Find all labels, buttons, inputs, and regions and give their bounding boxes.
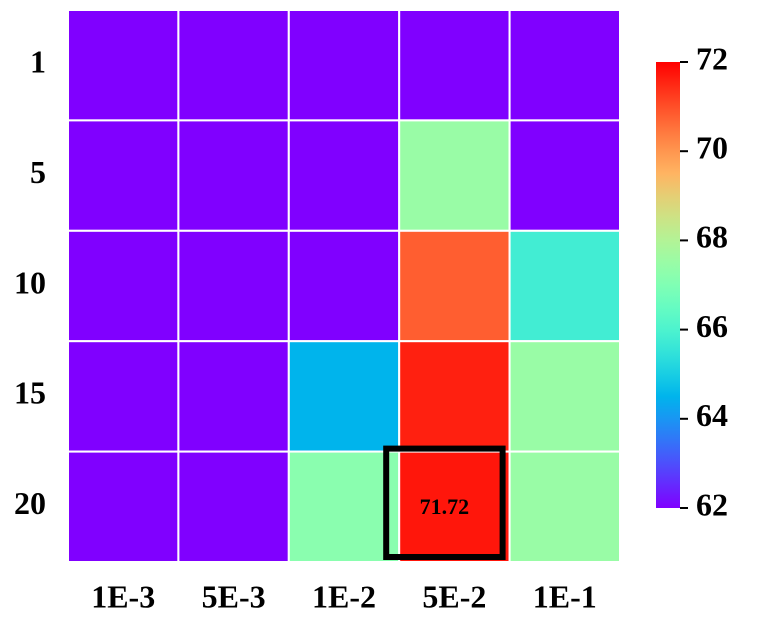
y-tick-label: 1 — [30, 44, 46, 80]
colorbar-tick-label: 62 — [696, 486, 728, 522]
heatmap-cell — [398, 340, 511, 453]
heatmap-cell — [67, 340, 180, 453]
heatmap-cell — [287, 9, 401, 122]
x-tick-label: 5E-3 — [202, 578, 266, 614]
highlight-box — [383, 445, 506, 561]
x-tick-label: 1E-1 — [533, 578, 597, 614]
colorbar — [656, 62, 680, 508]
heatmap-cell — [67, 229, 180, 343]
heatmap-cell — [508, 340, 622, 453]
y-tick-label: 15 — [14, 375, 46, 411]
colorbar-tick-label: 64 — [696, 397, 728, 433]
heatmap-cell — [67, 450, 180, 564]
heatmap-cell — [287, 119, 401, 232]
colorbar-tick-label: 68 — [696, 219, 728, 255]
heatmap-cell — [508, 9, 622, 122]
colorbar-tick-label: 66 — [696, 308, 728, 344]
heatmap-cell — [398, 229, 511, 343]
heatmap-cell — [398, 119, 511, 232]
cell-label: 71.72 — [420, 494, 470, 519]
heatmap-cell — [177, 9, 290, 122]
heatmap-cell — [177, 450, 290, 564]
heatmap-cell — [67, 119, 180, 232]
x-tick-label: 5E-2 — [422, 578, 486, 614]
heatmap-cell — [398, 450, 511, 564]
heatmap-cell — [508, 229, 622, 343]
y-tick-label: 20 — [14, 485, 46, 521]
heatmap-cell — [398, 9, 511, 122]
y-tick-label: 10 — [14, 264, 46, 300]
heatmap-cell — [508, 119, 622, 232]
heatmap-cell — [287, 340, 401, 453]
x-tick-label: 1E-2 — [312, 578, 376, 614]
heatmap-cell — [287, 450, 401, 564]
x-tick-label: 1E-3 — [91, 578, 155, 614]
y-tick-label: 5 — [30, 154, 46, 190]
colorbar-tick-label: 70 — [696, 130, 728, 166]
heatmap-cell — [177, 229, 290, 343]
heatmap-cell — [508, 450, 622, 564]
colorbar-tick-label: 72 — [696, 40, 728, 76]
heatmap-cell — [177, 119, 290, 232]
heatmap-cell — [177, 340, 290, 453]
heatmap-cell — [67, 9, 180, 122]
heatmap-cell — [287, 229, 401, 343]
